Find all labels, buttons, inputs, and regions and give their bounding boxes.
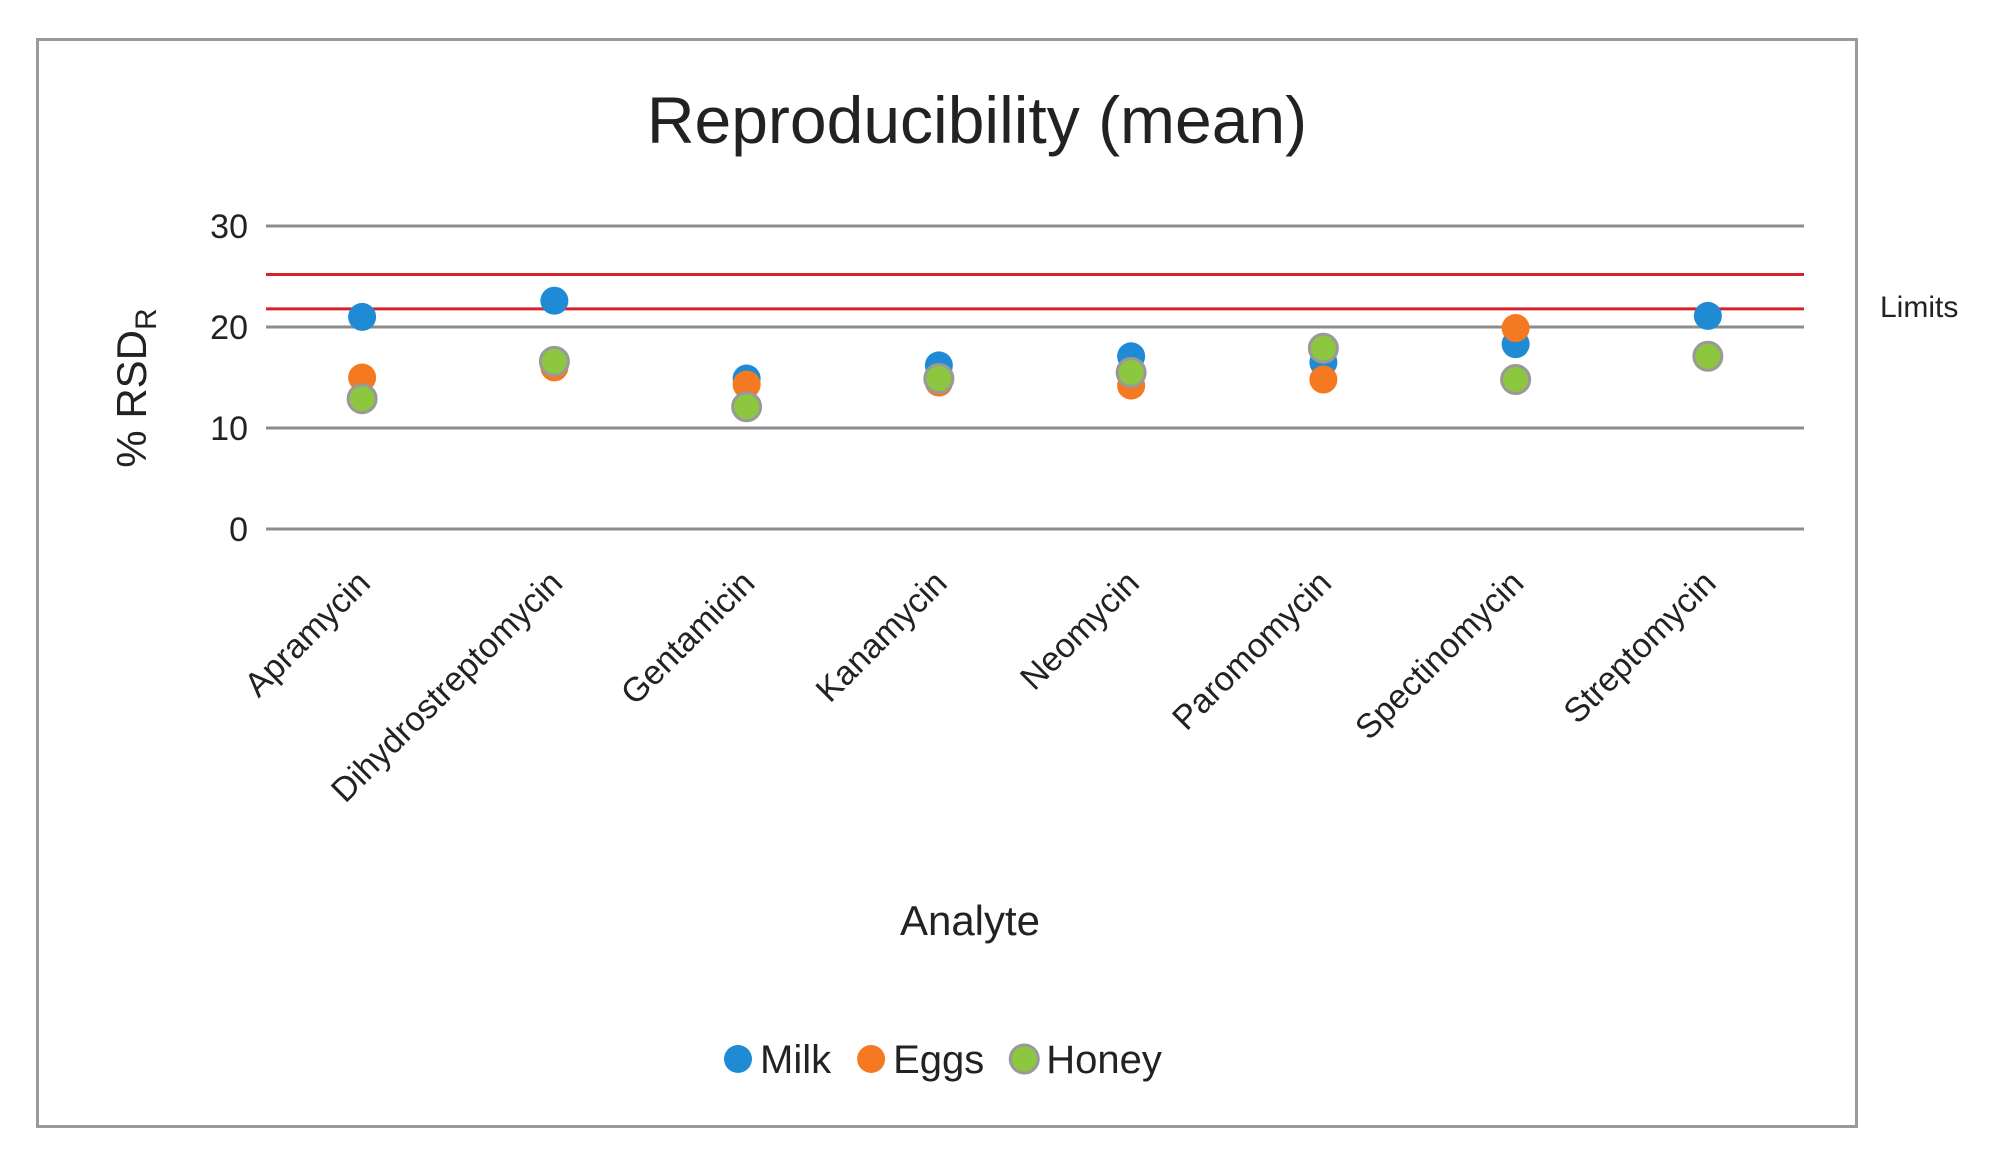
y-tick-0: 0: [229, 511, 248, 549]
legend-marker-honey: [1008, 1043, 1040, 1075]
point-eggs-gentamicin: [732, 370, 761, 399]
x-tick-apramycin: Apramycin: [237, 564, 377, 704]
x-tick-paromomycin: Paromomycin: [1165, 564, 1339, 738]
point-milk-streptomycin: [1693, 301, 1722, 330]
x-tick-streptomycin: Streptomycin: [1556, 564, 1723, 731]
x-tick-kanamycin: Kanamycin: [809, 564, 955, 710]
legend-label-honey: Honey: [1046, 1038, 1162, 1082]
legend: Milk Eggs Honey: [724, 1038, 1162, 1082]
point-eggs-paromomycin: [1309, 365, 1338, 394]
point-honey-kanamycin: [923, 363, 955, 395]
point-eggs-apramycin: [348, 363, 377, 392]
x-tick-spectinomycin: Spectinomycin: [1348, 564, 1531, 747]
y-tick-labels: 0 10 20 30: [210, 208, 248, 549]
legend-marker-eggs: [857, 1045, 886, 1073]
y-axis-label-subscript: R: [130, 308, 163, 330]
data-points: [346, 286, 1724, 423]
point-honey-streptomycin: [1692, 340, 1724, 372]
legend-label-milk: Milk: [760, 1038, 832, 1082]
point-honey-paromomycin: [1307, 332, 1339, 364]
x-tick-gentamicin: Gentamicin: [614, 564, 762, 712]
y-tick-30: 30: [210, 208, 248, 246]
limits-label: Limits: [1880, 291, 1958, 324]
point-honey-dihydrostreptomycin: [538, 345, 570, 377]
y-tick-20: 20: [210, 309, 248, 347]
y-axis-label: % RSDR: [108, 308, 163, 467]
chart-frame: [36, 38, 1858, 1128]
limit-lines: [266, 272, 1804, 311]
x-tick-neomycin: Neomycin: [1013, 564, 1147, 698]
legend-marker-milk: [724, 1045, 752, 1073]
point-honey-gentamicin: [731, 391, 763, 423]
point-honey-apramycin: [346, 383, 378, 415]
x-axis-label: Analyte: [900, 897, 1040, 944]
y-tick-10: 10: [210, 410, 248, 448]
point-eggs-spectinomycin: [1501, 314, 1530, 343]
legend-label-eggs: Eggs: [893, 1038, 984, 1082]
chart-title: Reproducibility (mean): [647, 83, 1307, 157]
y-axis-label-main: % RSD: [108, 330, 155, 468]
point-honey-spectinomycin: [1500, 364, 1532, 396]
point-honey-neomycin: [1115, 356, 1147, 388]
point-milk-dihydrostreptomycin: [540, 286, 569, 315]
point-milk-apramycin: [348, 302, 377, 331]
gridlines: [266, 224, 1804, 531]
